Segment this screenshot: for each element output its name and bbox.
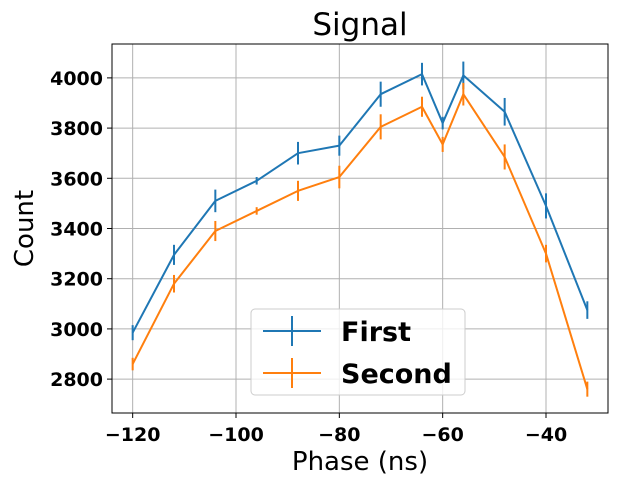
x-tick-label: −60 <box>421 424 463 446</box>
y-tick-label: 3800 <box>50 118 103 140</box>
series-layer <box>131 61 589 397</box>
x-tick-label: −80 <box>318 424 360 446</box>
legend-label: First <box>341 317 411 348</box>
series-line <box>131 73 589 334</box>
axis-ticks: −120 −100 −80 −60 −40 2800 3000 3200 3400 3600 380… <box>50 68 567 446</box>
y-tick-label: 2800 <box>50 369 103 391</box>
y-axis-label: Count <box>10 190 40 267</box>
series-first <box>131 61 589 341</box>
x-tick-label: −40 <box>525 424 567 446</box>
y-tick-label: 3200 <box>50 269 103 291</box>
legend: First Second <box>250 308 466 396</box>
y-tick-label: 3600 <box>50 168 103 190</box>
y-tick-label: 3000 <box>50 319 103 341</box>
chart-title: Signal <box>312 7 407 43</box>
legend-label: Second <box>341 359 452 390</box>
y-tick-label: 3400 <box>50 219 103 241</box>
y-tick-label: 4000 <box>50 68 103 90</box>
x-tick-label: −100 <box>208 424 264 446</box>
series-second <box>131 82 589 397</box>
x-axis-label: Phase (ns) <box>292 447 428 477</box>
x-tick-label: −120 <box>105 424 161 446</box>
